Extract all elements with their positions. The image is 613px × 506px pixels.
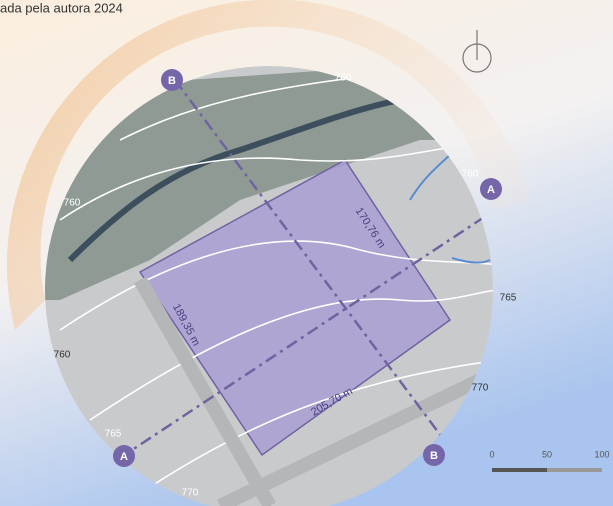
river [67,97,401,263]
north-arrow [462,30,492,73]
scale-label: 100 [594,449,609,459]
contour-label: 760 [462,169,479,180]
contour-label: 770 [472,383,489,394]
section-lines [119,79,493,469]
caption: ada pela autora 2024 [0,0,123,15]
roads [133,276,484,506]
section-marker [113,445,135,467]
contour-label: 760 [54,350,71,361]
section-letter: A [487,184,495,196]
section-letter: B [168,75,176,87]
scale-label: 50 [542,449,552,459]
scale-label: 0 [489,449,494,459]
section-marker [161,69,183,91]
section-marker [480,178,502,200]
contour-label: 760 [335,73,352,84]
section-letter: B [430,450,438,462]
site-lot [138,159,452,457]
vegetation-band [45,66,480,300]
section-marker [423,444,445,466]
contour-label: 770 [182,488,199,499]
contour-label: 760 [64,198,81,209]
section-letter: A [120,451,128,463]
map-disc [45,66,493,506]
scale-bar [492,468,602,472]
contour-label: 765 [105,429,122,440]
contour-label: 765 [500,293,517,304]
